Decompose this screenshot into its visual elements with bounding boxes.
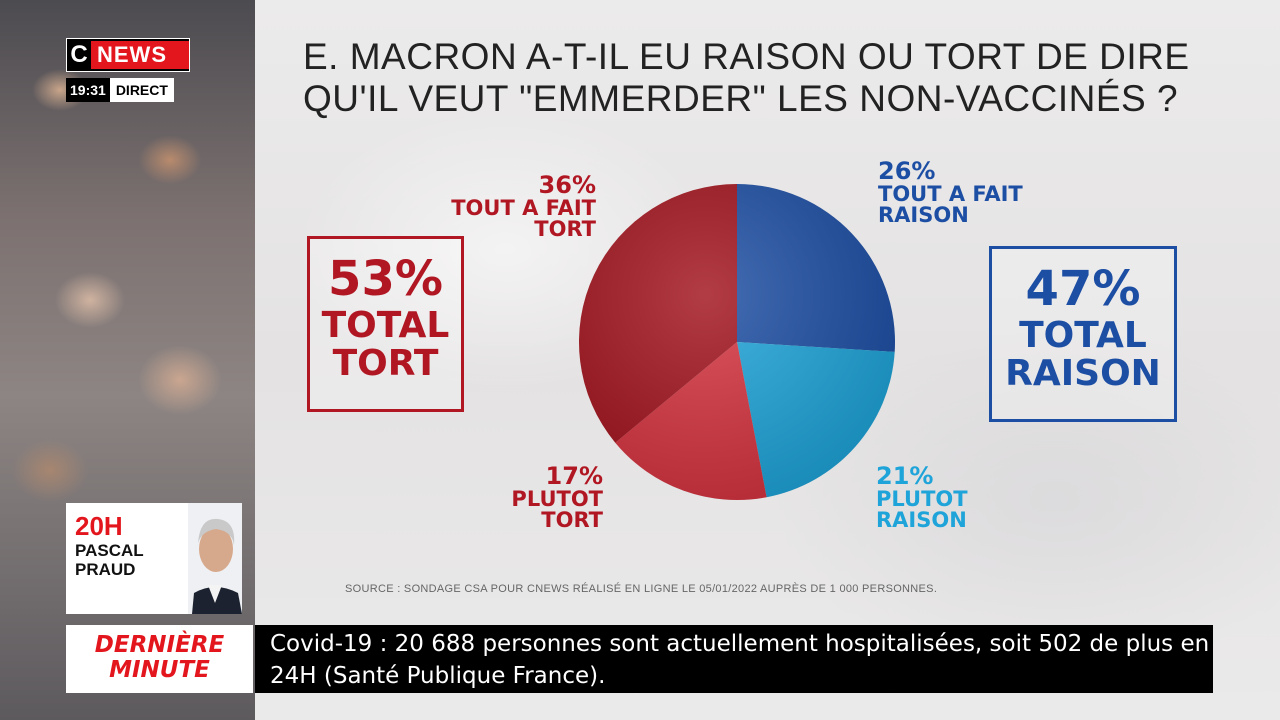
total-tort-label: TOTAL bbox=[321, 305, 450, 346]
breaking-line2: MINUTE bbox=[109, 657, 210, 683]
label-taft-line1: TOUT A FAIT bbox=[451, 196, 596, 220]
label-pt-line2: TORT bbox=[541, 508, 603, 532]
total-tort-label2: TORT bbox=[332, 343, 439, 384]
pie-shading bbox=[579, 184, 895, 500]
label-tafr-line2: RAISON bbox=[878, 203, 969, 227]
pct-plutot-raison: 21% bbox=[876, 462, 934, 490]
label-pr-line1: PLUTOT bbox=[876, 487, 968, 511]
show-promo: 20H PASCAL PRAUD bbox=[66, 503, 242, 614]
label-pr-line2: RAISON bbox=[876, 508, 967, 532]
logo-news: NEWS bbox=[91, 41, 189, 69]
ticker-line2: 24H (Santé Publique France). bbox=[270, 663, 606, 689]
poll-title-line2: QU'IL VEUT "EMMERDER" LES NON-VACCINÉS ? bbox=[303, 78, 1179, 119]
pct-tout-a-fait-tort: 36% bbox=[538, 171, 596, 199]
host-photo bbox=[188, 503, 242, 614]
poll-source: SOURCE : SONDAGE CSA POUR CNEWS RÉALISÉ … bbox=[345, 583, 938, 595]
poll-title: E. MACRON A-T-IL EU RAISON OU TORT DE DI… bbox=[303, 36, 1203, 120]
total-raison-label: TOTAL bbox=[1019, 315, 1147, 356]
label-tout-a-fait-tort: 36% TOUT A FAIT TORT bbox=[430, 172, 596, 240]
total-raison-pct: 47% bbox=[1025, 261, 1141, 317]
pct-tout-a-fait-raison: 26% bbox=[878, 157, 936, 185]
label-tafr-line1: TOUT A FAIT bbox=[878, 182, 1023, 206]
promo-host-name: PASCAL PRAUD bbox=[75, 541, 144, 579]
breaking-news-label: DERNIÈRE MINUTE bbox=[66, 625, 253, 693]
promo-name-line1: PASCAL bbox=[75, 541, 144, 560]
label-pt-line1: PLUTOT bbox=[511, 487, 603, 511]
total-raison-label2: RAISON bbox=[1005, 353, 1161, 394]
live-clock: 19:31 DIRECT bbox=[66, 78, 174, 102]
poll-title-line1: E. MACRON A-T-IL EU RAISON OU TORT DE DI… bbox=[303, 36, 1190, 77]
promo-time: 20H bbox=[75, 511, 123, 541]
live-badge: DIRECT bbox=[109, 78, 174, 102]
news-ticker: Covid-19 : 20 688 personnes sont actuell… bbox=[255, 625, 1213, 693]
ticker-line1: Covid-19 : 20 688 personnes sont actuell… bbox=[270, 631, 1210, 657]
total-raison-box: 47% TOTAL RAISON bbox=[989, 246, 1177, 422]
label-plutot-raison: 21% PLUTOT RAISON bbox=[876, 463, 968, 531]
clock-time: 19:31 bbox=[66, 78, 110, 102]
label-taft-line2: TORT bbox=[534, 217, 596, 241]
breaking-line1: DERNIÈRE bbox=[94, 632, 225, 658]
cnews-logo: C NEWS bbox=[66, 38, 190, 72]
label-plutot-tort: 17% PLUTOT TORT bbox=[470, 463, 603, 531]
logo-c: C bbox=[70, 41, 88, 68]
label-tout-a-fait-raison: 26% TOUT A FAIT RAISON bbox=[878, 158, 1023, 226]
pct-plutot-tort: 17% bbox=[545, 462, 603, 490]
total-tort-box: 53% TOTAL TORT bbox=[307, 236, 464, 412]
total-tort-pct: 53% bbox=[328, 251, 443, 307]
promo-name-line2: PRAUD bbox=[75, 560, 136, 579]
